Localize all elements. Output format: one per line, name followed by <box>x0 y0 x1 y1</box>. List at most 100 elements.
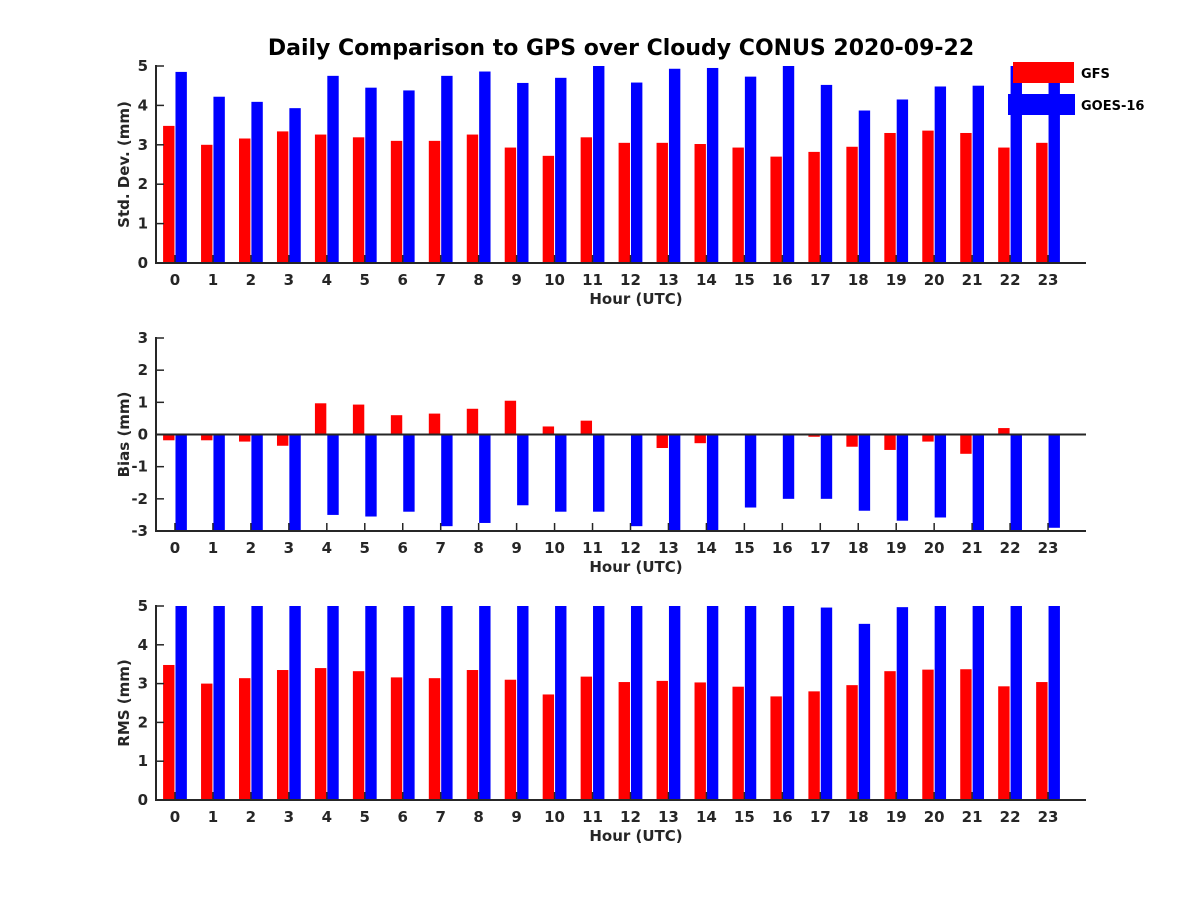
x-tick-label: 5 <box>360 271 370 289</box>
x-tick-label: 14 <box>696 808 717 826</box>
bar-goes-16-hour-22 <box>1010 66 1022 263</box>
bar-goes-16-hour-14 <box>706 67 719 263</box>
bar-goes-16-hour-1 <box>213 96 225 263</box>
x-tick-label: 9 <box>511 539 521 557</box>
x-tick-label: 15 <box>734 271 755 289</box>
y-tick-label: -1 <box>131 458 148 476</box>
bar-goes-16-hour-0 <box>175 71 187 263</box>
bar-gfs-hour-2 <box>239 434 251 442</box>
bar-goes-16-hour-17 <box>820 84 833 263</box>
bar-goes-16-hour-15 <box>744 606 757 800</box>
bar-gfs-hour-1 <box>201 144 213 263</box>
bar-gfs-hour-23 <box>1036 682 1048 800</box>
x-tick-label: 22 <box>1000 539 1021 557</box>
bar-gfs-hour-19 <box>884 132 896 263</box>
bar-gfs-hour-9 <box>504 400 517 435</box>
y-axis-label: RMS (mm) <box>115 659 133 746</box>
bar-goes-16-hour-8 <box>479 434 491 523</box>
x-tick-label: 14 <box>696 539 717 557</box>
bar-goes-16-hour-8 <box>479 71 491 264</box>
chart-title: Daily Comparison to GPS over Cloudy CONU… <box>268 36 974 61</box>
y-tick-label: 0 <box>138 426 148 444</box>
x-tick-label: 18 <box>848 271 869 289</box>
y-tick-label: 4 <box>138 96 148 114</box>
bar-gfs-hour-0 <box>163 434 175 441</box>
y-tick-label: 4 <box>138 636 148 654</box>
bar-goes-16-hour-19 <box>896 607 909 800</box>
x-tick-label: 12 <box>620 808 641 826</box>
bar-goes-16-hour-22 <box>1010 434 1022 531</box>
bar-goes-16-hour-20 <box>934 86 947 264</box>
x-tick-label: 0 <box>170 539 180 557</box>
bar-goes-16-hour-16 <box>782 66 795 263</box>
bar-gfs-hour-1 <box>201 434 213 441</box>
bar-goes-16-hour-9 <box>517 606 529 800</box>
x-tick-label: 6 <box>398 271 408 289</box>
bar-goes-16-hour-19 <box>896 434 909 521</box>
bar-goes-16-hour-12 <box>630 434 643 527</box>
bar-goes-16-hour-4 <box>327 434 339 515</box>
bar-goes-16-hour-17 <box>820 607 833 800</box>
x-tick-label: 4 <box>322 539 332 557</box>
x-tick-label: 1 <box>208 808 218 826</box>
x-tick-label: 16 <box>772 808 793 826</box>
bar-gfs-hour-14 <box>694 682 706 800</box>
bar-goes-16-hour-10 <box>555 606 567 800</box>
x-tick-label: 16 <box>772 271 793 289</box>
x-tick-label: 21 <box>962 271 983 289</box>
bar-goes-16-hour-15 <box>744 434 757 508</box>
bar-gfs-hour-7 <box>428 678 441 800</box>
x-tick-label: 2 <box>246 808 256 826</box>
x-tick-label: 7 <box>435 808 445 826</box>
bar-gfs-hour-12 <box>618 142 630 263</box>
x-tick-label: 2 <box>246 271 256 289</box>
bar-goes-16-hour-11 <box>593 66 605 263</box>
bar-goes-16-hour-13 <box>668 606 681 800</box>
bar-gfs-hour-8 <box>466 134 479 263</box>
y-tick-label: 1 <box>138 752 148 770</box>
bar-goes-16-hour-7 <box>441 75 453 263</box>
y-tick-label: 3 <box>138 136 148 154</box>
bar-goes-16-hour-20 <box>934 434 947 518</box>
x-tick-label: 2 <box>246 539 256 557</box>
bar-gfs-hour-22 <box>998 147 1010 263</box>
bar-gfs-hour-16 <box>770 696 782 800</box>
bar-goes-16-hour-1 <box>213 606 225 800</box>
bar-gfs-hour-2 <box>239 138 251 263</box>
bar-goes-16-hour-3 <box>289 606 301 800</box>
bar-gfs-hour-23 <box>1036 142 1048 263</box>
x-tick-label: 4 <box>322 271 332 289</box>
bar-goes-16-hour-21 <box>972 85 985 263</box>
x-tick-label: 22 <box>1000 271 1021 289</box>
bar-gfs-hour-10 <box>542 426 555 435</box>
x-tick-label: 11 <box>582 539 603 557</box>
bar-gfs-hour-6 <box>390 140 403 263</box>
x-axis-label: Hour (UTC) <box>589 827 682 845</box>
bar-goes-16-hour-5 <box>365 87 377 263</box>
x-tick-label: 10 <box>544 271 565 289</box>
x-tick-label: 13 <box>658 271 679 289</box>
x-axis-label: Hour (UTC) <box>589 290 682 308</box>
x-tick-label: 19 <box>886 271 907 289</box>
bar-gfs-hour-14 <box>694 144 706 263</box>
bar-gfs-hour-22 <box>998 686 1010 800</box>
bar-gfs-hour-5 <box>352 137 365 263</box>
bar-goes-16-hour-13 <box>668 68 681 263</box>
bar-goes-16-hour-14 <box>706 434 719 531</box>
bar-goes-16-hour-2 <box>251 606 263 800</box>
x-tick-label: 19 <box>886 808 907 826</box>
x-tick-label: 6 <box>398 808 408 826</box>
bar-gfs-hour-18 <box>846 434 858 447</box>
bar-goes-16-hour-23 <box>1048 606 1060 800</box>
x-tick-label: 12 <box>620 539 641 557</box>
y-tick-label: 1 <box>138 215 148 233</box>
bar-goes-16-hour-19 <box>896 99 909 264</box>
x-tick-label: 5 <box>360 808 370 826</box>
bar-gfs-hour-6 <box>390 415 403 435</box>
x-tick-label: 12 <box>620 271 641 289</box>
x-tick-label: 7 <box>435 271 445 289</box>
x-tick-label: 21 <box>962 539 983 557</box>
bar-goes-16-hour-10 <box>555 434 567 512</box>
